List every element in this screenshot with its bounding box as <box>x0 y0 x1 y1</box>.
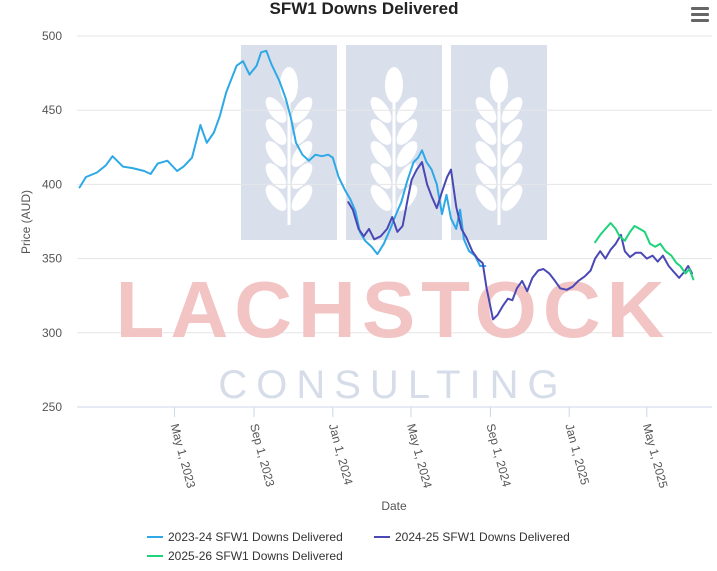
x-tick-label: Jan 1, 2025 <box>562 422 592 487</box>
wheat-grain <box>501 141 523 167</box>
x-tick-label: Sep 1, 2023 <box>247 422 277 488</box>
y-tick-label: 450 <box>42 103 62 117</box>
series-line <box>78 49 487 267</box>
x-axis-title: Date <box>381 499 407 513</box>
wheat-panel <box>451 45 547 240</box>
watermark-brand-text: LACHSTOCK <box>116 265 671 354</box>
y-tick-label: 500 <box>42 29 62 43</box>
wheat-grain <box>291 163 313 189</box>
wheat-grain <box>396 119 418 145</box>
legend: 2023-24 SFW1 Downs Delivered 2024-25 SFW1… <box>147 530 570 563</box>
wheat-grain <box>370 141 392 167</box>
legend-item[interactable]: 2023-24 SFW1 Downs Delivered <box>147 530 343 544</box>
wheat-grain <box>385 67 403 103</box>
wheat-panel <box>346 45 442 240</box>
hamburger-menu-icon[interactable] <box>689 4 711 24</box>
wheat-grain <box>396 141 418 167</box>
wheat-grain <box>265 119 287 145</box>
x-tick-label: Jan 1, 2024 <box>326 422 356 487</box>
y-tick-label: 400 <box>42 177 62 191</box>
wheat-grain <box>291 185 313 211</box>
wheat-grain <box>265 141 287 167</box>
y-tick-label: 250 <box>42 400 62 414</box>
wheat-grain <box>396 163 418 189</box>
legend-label: 2025-26 SFW1 Downs Delivered <box>168 549 343 563</box>
legend-item[interactable]: 2025-26 SFW1 Downs Delivered <box>147 549 343 563</box>
wheat-grain <box>501 119 523 145</box>
series-line <box>594 222 695 281</box>
x-tick-label: Sep 1, 2024 <box>484 422 514 488</box>
legend-label: 2024-25 SFW1 Downs Delivered <box>395 530 570 544</box>
wheat-grain <box>501 163 523 189</box>
legend-item[interactable]: 2024-25 SFW1 Downs Delivered <box>374 530 570 544</box>
wheat-grain <box>370 163 392 189</box>
wheat-grain <box>475 141 497 167</box>
wheat-grain <box>475 119 497 145</box>
legend-label: 2023-24 SFW1 Downs Delivered <box>168 530 343 544</box>
x-tick-label: May 1, 2025 <box>640 422 671 490</box>
y-tick-label: 350 <box>42 252 62 266</box>
y-axis-title: Price (AUD) <box>19 190 33 254</box>
wheat-grain <box>475 185 497 211</box>
wheat-grain <box>475 163 497 189</box>
x-tick-label: May 1, 2024 <box>404 422 435 490</box>
wheat-grain <box>265 185 287 211</box>
wheat-grain <box>501 185 523 211</box>
y-tick-label: 300 <box>42 326 62 340</box>
wheat-grain <box>280 67 298 103</box>
x-tick-label: May 1, 2023 <box>168 422 199 490</box>
chart-title: SFW1 Downs Delivered <box>270 0 459 18</box>
wheat-grain <box>265 163 287 189</box>
series-group <box>78 49 695 321</box>
wheat-grain <box>291 119 313 145</box>
watermark-sub-text: CONSULTING <box>218 363 567 407</box>
wheat-grain <box>490 67 508 103</box>
wheat-grain <box>370 119 392 145</box>
wheat-panel <box>241 45 337 240</box>
wheat-grain <box>370 185 392 211</box>
series-line <box>347 161 693 321</box>
watermark-wheat-logo <box>241 45 547 240</box>
